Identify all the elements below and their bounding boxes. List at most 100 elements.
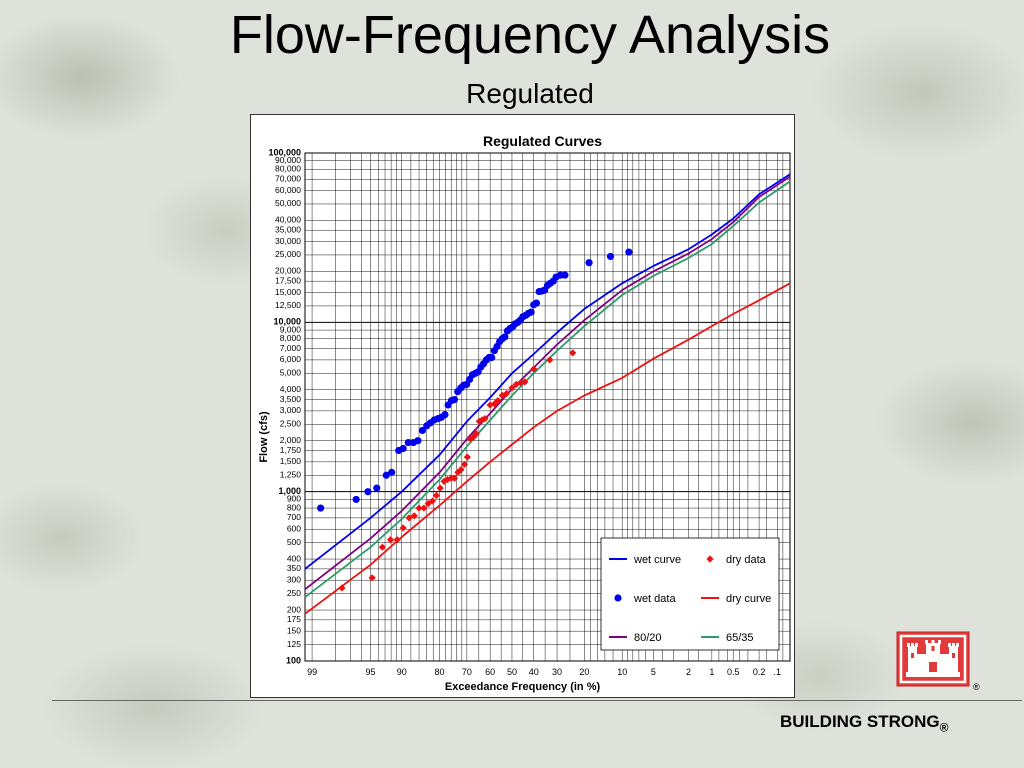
y-tick-label: 2,500 <box>280 419 302 429</box>
dry-data-point <box>475 417 483 425</box>
dry-data-point <box>508 384 516 392</box>
x-tick-label: 60 <box>485 667 495 677</box>
x-tick-label: 40 <box>529 667 539 677</box>
y-tick-label: 60,000 <box>275 185 301 195</box>
wet-data-point <box>388 468 396 476</box>
wet-data-point <box>373 484 381 492</box>
y-tick-label: 200 <box>287 604 301 614</box>
x-tick-label: 2 <box>686 667 691 677</box>
wet-data-point <box>399 444 407 453</box>
wet-data-point <box>488 353 496 362</box>
dry-data-point <box>502 389 511 398</box>
y-tick-label: 100 <box>286 655 301 665</box>
series-line-65-35 <box>304 180 791 598</box>
x-tick-label: 70 <box>462 667 472 677</box>
dry-data-point <box>378 543 387 551</box>
y-tick-label: 70,000 <box>275 173 301 183</box>
y-tick-label: 125 <box>287 639 301 649</box>
flow-frequency-chart: 1001251501752002503003504005006007008009… <box>258 133 791 693</box>
x-tick-label: 95 <box>365 667 375 677</box>
x-tick-label: 10 <box>617 667 627 677</box>
y-tick-label: 1,250 <box>280 470 302 480</box>
dry-data-point <box>410 512 418 520</box>
dry-data-point <box>521 378 529 386</box>
x-tick-label: 0.5 <box>727 667 740 677</box>
y-tick-label: 12,500 <box>275 300 301 310</box>
footer-slogan: BUILDING STRONG® <box>780 712 948 734</box>
wet-data-point <box>450 395 459 404</box>
y-tick-label: 50,000 <box>275 198 301 208</box>
series-line-wet-curve <box>304 173 791 570</box>
wet-data-point <box>585 259 593 267</box>
x-tick-label: 5 <box>651 667 656 677</box>
castle-logo-icon <box>896 631 970 687</box>
y-tick-label: 300 <box>287 574 301 584</box>
dry-data-point <box>432 491 441 500</box>
dry-data-point <box>481 415 489 423</box>
y-tick-label: 30,000 <box>275 236 301 246</box>
footer-registered-mark: ® <box>939 720 949 735</box>
y-tick-label: 90,000 <box>275 155 301 165</box>
dry-data-point <box>460 460 468 468</box>
y-tick-label: 4,000 <box>280 384 302 394</box>
x-tick-label: 30 <box>552 667 562 677</box>
y-tick-label: 5,000 <box>280 368 302 378</box>
y-tick-label: 25,000 <box>275 249 301 259</box>
y-tick-label: 2,000 <box>280 435 302 445</box>
y-tick-label: 35,000 <box>275 224 301 234</box>
footer-divider <box>52 700 1022 701</box>
x-tick-label: 80 <box>435 667 445 677</box>
footer-text: BUILDING STRONG <box>780 712 940 731</box>
y-tick-label: 700 <box>287 512 301 522</box>
y-tick-label: 175 <box>287 614 301 624</box>
dry-data-point <box>399 524 407 532</box>
y-tick-label: 400 <box>287 553 301 563</box>
wet-data-point <box>364 488 372 496</box>
wet-data-point <box>625 248 633 256</box>
y-tick-label: 150 <box>287 625 301 635</box>
y-axis-label: Flow (cfs) <box>258 411 270 463</box>
y-tick-label: 500 <box>287 537 301 547</box>
slide-subtitle: Regulated <box>466 78 594 109</box>
y-tick-label: 3,500 <box>280 394 302 404</box>
chart-frame: 100 125 150 175 200 250 300 350 400 500 600 700 800 9… <box>250 114 795 698</box>
legend-label-wet-data: wet data <box>633 593 676 605</box>
series-line-dry-curve <box>304 282 791 615</box>
y-tick-label: 8,000 <box>280 333 302 343</box>
y-tick-label: 1,000 <box>278 486 301 496</box>
y-tick-label: 900 <box>287 494 301 504</box>
x-tick-label: .1 <box>774 667 782 677</box>
y-tick-label: 10,000 <box>273 317 301 327</box>
dry-data-point <box>512 380 520 388</box>
wet-data-point <box>441 411 449 419</box>
y-tick-label: 80,000 <box>275 164 301 174</box>
dry-data-point <box>428 497 437 505</box>
dry-data-point <box>443 475 452 484</box>
legend-label-dry-curve: dry curve <box>726 593 771 605</box>
series-line-80-20 <box>304 175 791 591</box>
legend-label-wet-curve: wet curve <box>633 554 681 566</box>
wet-data-point <box>404 438 412 447</box>
legend-box <box>600 537 780 651</box>
wet-data-point <box>418 426 427 435</box>
legend-label-65-35: 65/35 <box>726 632 754 644</box>
y-tick-label: 3,000 <box>280 405 302 415</box>
y-tick-label: 9,000 <box>280 324 302 334</box>
y-tick-label: 250 <box>287 588 301 598</box>
wet-data-point <box>414 437 422 445</box>
slide-title: Flow-Frequency Analysis <box>229 5 831 65</box>
legend-swatch-dry-data <box>706 555 714 563</box>
wet-data-point <box>352 495 360 504</box>
y-tick-label: 100,000 <box>268 147 301 157</box>
y-tick-label: 40,000 <box>275 215 301 225</box>
y-tick-label: 7,000 <box>280 343 302 353</box>
y-tick-label: 15,000 <box>275 287 301 297</box>
wet-data-point <box>532 299 541 307</box>
wet-data-point <box>317 504 325 512</box>
x-tick-label: 99 <box>307 667 317 677</box>
y-tick-label: 6,000 <box>280 354 302 364</box>
y-tick-label: 800 <box>287 502 301 512</box>
dry-data-point <box>569 349 577 357</box>
wet-data-point <box>501 333 509 341</box>
dry-data-point <box>450 474 459 482</box>
